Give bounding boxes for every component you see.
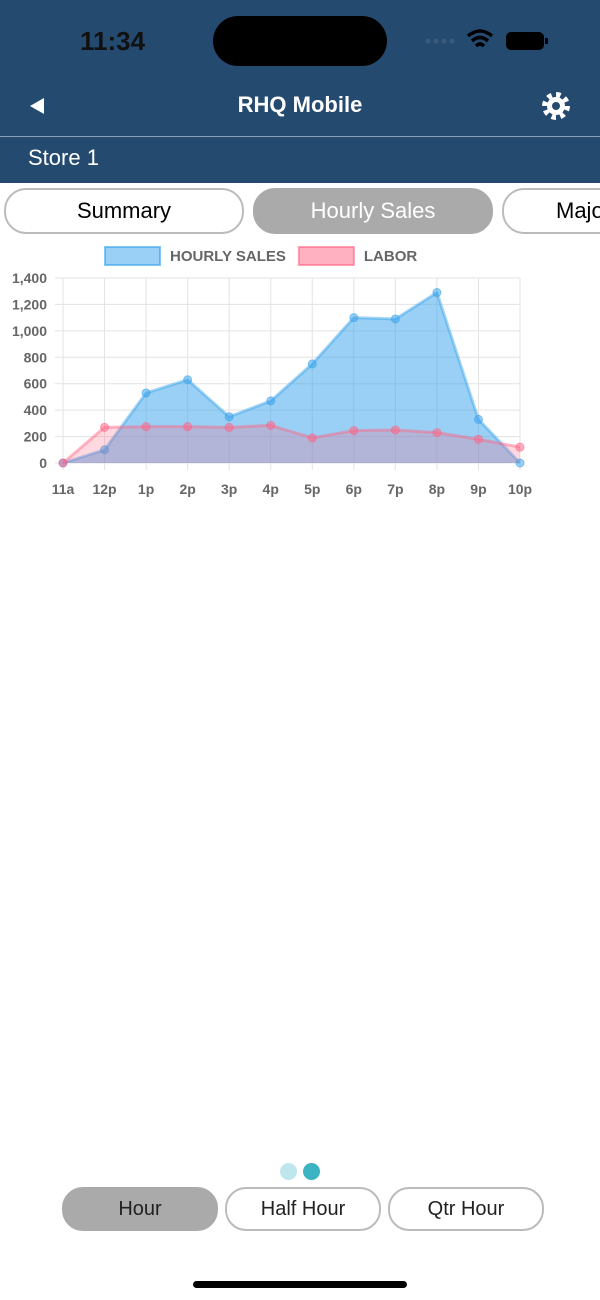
- data-point: [141, 388, 151, 398]
- interval-button[interactable]: Qtr Hour: [388, 1187, 544, 1231]
- status-icons: [425, 29, 548, 50]
- back-button[interactable]: [28, 96, 48, 116]
- data-point: [224, 412, 234, 422]
- area: [63, 292, 520, 463]
- chart: 0 200 400 600 800 1,000 1,200 1,400 11a 12p 1p 2p 3p…: [12, 246, 532, 497]
- y-tick-label: 800: [24, 349, 48, 365]
- x-tick-label: 4p: [263, 481, 279, 497]
- x-tick-label: 10p: [508, 481, 532, 497]
- data-point: [307, 359, 317, 369]
- y-tick-label: 600: [24, 376, 48, 392]
- y-tick-label: 1,200: [12, 296, 47, 312]
- x-tick-label: 7p: [387, 481, 403, 497]
- page-dot: [280, 1163, 297, 1180]
- data-point: [307, 433, 317, 443]
- home-indicator: [193, 1281, 407, 1288]
- data-point: [349, 313, 359, 323]
- data-point: [473, 434, 483, 444]
- interval-button[interactable]: Half Hour: [225, 1187, 381, 1231]
- x-tick-label: 1p: [138, 481, 154, 497]
- data-point: [515, 442, 525, 452]
- tab[interactable]: Hourly Sales: [253, 188, 493, 234]
- app-header: 11:34 RHQ Mobile Store 1: [0, 0, 600, 183]
- area-line: [62, 290, 522, 465]
- data-point: [266, 396, 276, 406]
- tab-bar: Summary Hourly Sales Majo: [0, 188, 600, 236]
- data-point: [349, 426, 359, 436]
- legend-swatch: [297, 246, 355, 266]
- divider: [0, 136, 600, 137]
- data-point: [141, 422, 151, 432]
- settings-button[interactable]: [540, 90, 572, 122]
- data-point: [224, 422, 234, 432]
- data-point: [100, 422, 110, 432]
- area-line: [62, 423, 521, 465]
- y-tick-label: 1,400: [12, 270, 47, 286]
- x-tick-label: 12p: [92, 481, 116, 497]
- x-tick-label: 8p: [429, 481, 445, 497]
- x-tick-label: 5p: [304, 481, 320, 497]
- interval-buttons: Hour Half Hour Qtr Hour: [0, 1187, 600, 1231]
- data-point: [390, 314, 400, 324]
- y-tick-label: 1,000: [12, 323, 47, 339]
- legend-swatch: [104, 246, 161, 266]
- store-name: Store 1: [28, 145, 99, 170]
- y-tick-label: 400: [24, 402, 48, 418]
- status-time: 11:34: [80, 26, 146, 56]
- data-point: [183, 422, 193, 432]
- y-tick-label: 200: [24, 429, 48, 445]
- x-tick-label: 3p: [221, 481, 237, 497]
- data-point: [266, 420, 276, 430]
- area: [63, 425, 520, 463]
- app-title: RHQ Mobile: [237, 92, 363, 117]
- data-point: [390, 425, 400, 435]
- data-point: [515, 458, 525, 468]
- tab[interactable]: Majo: [502, 188, 600, 234]
- legend-label: LABOR: [364, 248, 417, 265]
- data-point: [432, 428, 442, 438]
- dynamic-island: [213, 16, 387, 66]
- data-point: [183, 375, 193, 385]
- interval-button[interactable]: Hour: [62, 1187, 218, 1231]
- x-tick-label: 9p: [470, 481, 486, 497]
- x-tick-label: 2p: [179, 481, 195, 497]
- x-tick-label: 11a: [52, 481, 75, 497]
- x-tick-label: 6p: [346, 481, 362, 497]
- y-tick-label: 0: [39, 455, 47, 471]
- page-dot: [303, 1163, 320, 1180]
- tab[interactable]: Summary: [4, 188, 244, 234]
- data-point: [432, 288, 442, 298]
- data-point: [473, 414, 483, 424]
- data-point: [100, 445, 110, 455]
- data-point: [58, 458, 68, 468]
- legend-label: HOURLY SALES: [170, 248, 286, 265]
